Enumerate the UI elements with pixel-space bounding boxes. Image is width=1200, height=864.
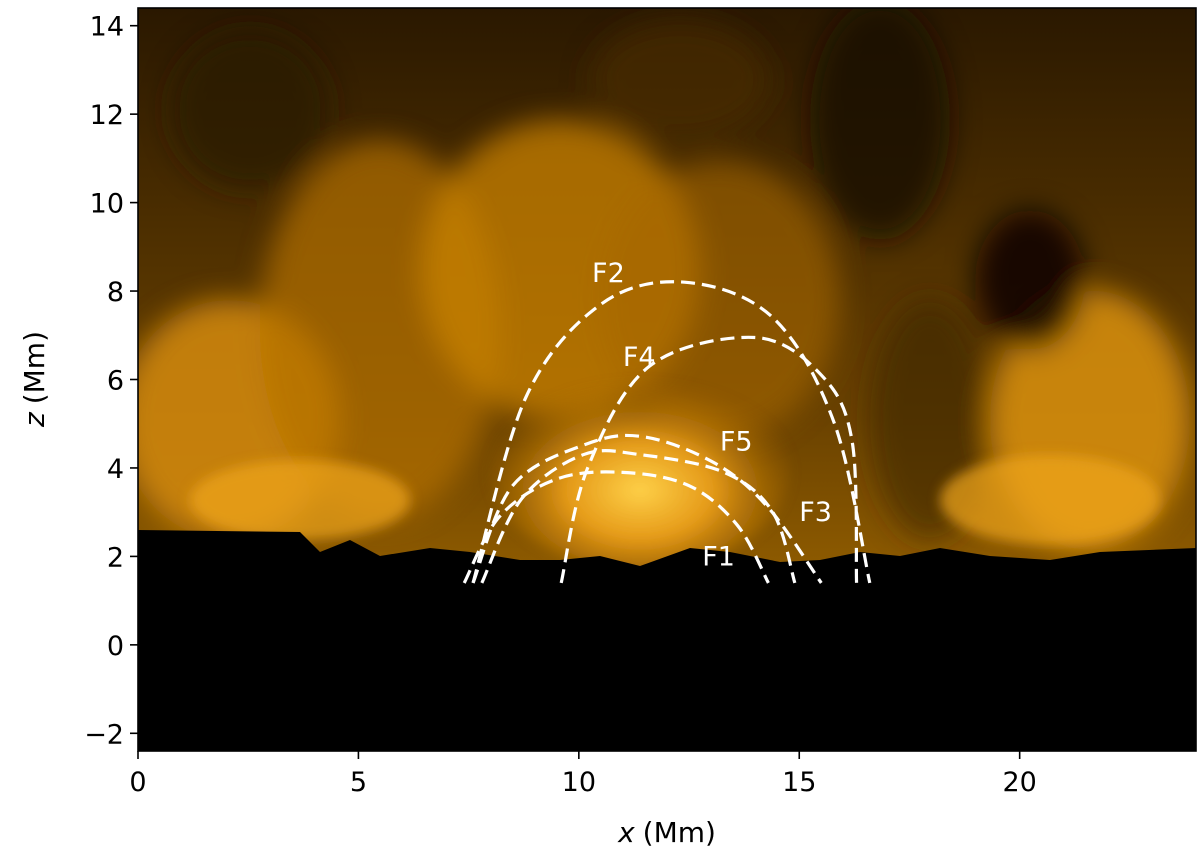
y-tick-label: 0 bbox=[107, 631, 124, 662]
x-tick-label: 0 bbox=[129, 767, 146, 798]
y-axis: −2 0 2 4 6 8 10 12 14 bbox=[84, 12, 138, 750]
y-axis-variable: z bbox=[18, 411, 51, 428]
y-tick-label: 10 bbox=[90, 189, 124, 220]
x-tick-label: 20 bbox=[1002, 767, 1036, 798]
y-tick-label: −2 bbox=[84, 719, 124, 750]
y-tick-label: 4 bbox=[107, 454, 124, 485]
y-tick-label: 8 bbox=[107, 277, 124, 308]
y-tick-label: 6 bbox=[107, 366, 124, 397]
y-tick-label: 12 bbox=[90, 100, 124, 131]
loop-f4-label: F4 bbox=[623, 342, 656, 373]
loop-f3-line bbox=[480, 449, 797, 584]
x-axis: 0 5 10 15 20 bbox=[129, 751, 1037, 798]
loop-f4-line bbox=[559, 335, 859, 584]
y-axis-label: z (Mm) bbox=[18, 331, 51, 428]
x-axis-variable: x bbox=[617, 816, 635, 849]
x-axis-unit: (Mm) bbox=[643, 816, 716, 849]
x-tick-label: 5 bbox=[350, 767, 367, 798]
x-axis-label: x (Mm) bbox=[617, 816, 716, 849]
y-axis-unit: (Mm) bbox=[18, 331, 51, 404]
loop-f3-label: F3 bbox=[799, 497, 832, 528]
loop-f1-line bbox=[462, 470, 770, 584]
loop-f1-label: F1 bbox=[702, 541, 735, 572]
y-tick-label: 14 bbox=[90, 12, 124, 43]
loop-f5-label: F5 bbox=[720, 426, 753, 457]
x-tick-label: 10 bbox=[562, 767, 596, 798]
emission-image bbox=[138, 8, 1196, 751]
loop-f2-line bbox=[471, 280, 872, 584]
loop-f2-label: F2 bbox=[592, 258, 625, 289]
y-tick-label: 2 bbox=[107, 542, 124, 573]
loop-layer: F1 F2 F3 F4 F5 bbox=[462, 258, 872, 584]
x-tick-label: 15 bbox=[782, 767, 816, 798]
